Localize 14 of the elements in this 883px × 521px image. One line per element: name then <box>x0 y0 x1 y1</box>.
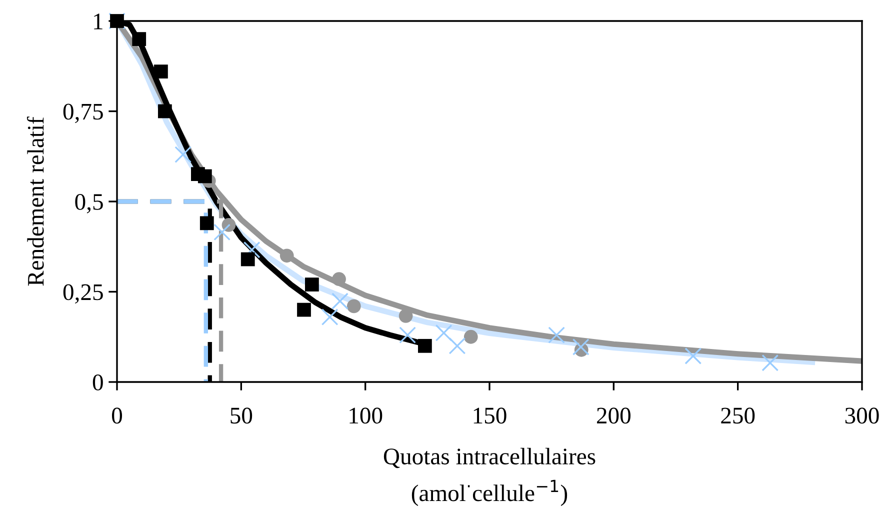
x-tick-label: 150 <box>474 408 506 424</box>
y-tick-label: 0 <box>92 374 103 390</box>
x-tick-label: 300 <box>845 408 879 424</box>
y-tick-label: 1 <box>94 14 102 30</box>
y-tick-label: 0,75 <box>63 104 103 124</box>
x-tick-label: 100 <box>350 408 382 424</box>
x-tick-label: 50 <box>230 408 252 424</box>
x-tick-label: 250 <box>721 408 755 424</box>
x-tick-label: 0 <box>112 408 122 424</box>
y-tick-label: 0,5 <box>75 194 103 214</box>
x-axis-title: Quotas intracellulaires (amol$^{·}$cellule$^{−1}$) <box>384 448 596 506</box>
y-tick-label: 0,25 <box>63 284 103 304</box>
x-tick-label: 200 <box>596 408 630 424</box>
y-axis-title: Rendement relatif <box>26 116 44 286</box>
